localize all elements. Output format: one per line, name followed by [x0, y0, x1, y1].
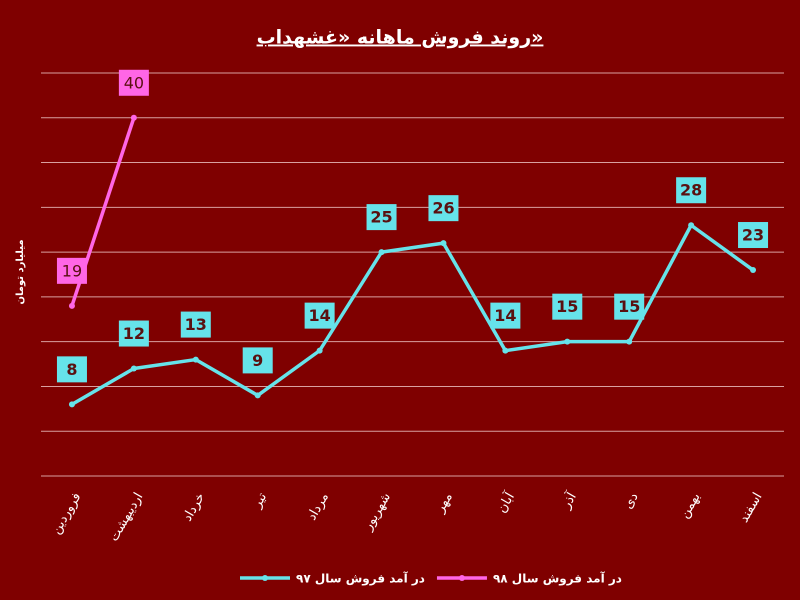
- data-label: 8: [56, 356, 87, 383]
- data-label: 26: [428, 195, 459, 222]
- data-label: 14: [490, 302, 521, 329]
- legend-marker: [262, 575, 268, 581]
- point: [192, 356, 199, 363]
- data-label-box: [428, 195, 459, 222]
- point: [750, 267, 757, 274]
- point: [564, 338, 571, 345]
- point: [688, 222, 695, 229]
- chart-title: روند فروش ماهانه «غشهداب»: [257, 27, 544, 49]
- legend-label: در آمد فروش سال ۹۸: [493, 571, 622, 587]
- data-label-box: [366, 204, 397, 231]
- data-label-box: [118, 320, 149, 347]
- point: [316, 347, 323, 354]
- data-label-text: 28: [680, 181, 702, 200]
- data-label-text: 13: [185, 315, 207, 334]
- legend-label: در آمد فروش سال ۹۷: [296, 571, 425, 587]
- series-line: [71, 223, 755, 406]
- data-label: 14: [304, 302, 335, 329]
- point: [130, 114, 137, 121]
- data-label-box: [614, 293, 645, 320]
- y-axis-label: میلیارد تومان: [15, 239, 26, 304]
- point: [626, 338, 633, 345]
- point: [378, 249, 385, 256]
- data-label-box: [304, 302, 335, 329]
- data-label-text: 40: [124, 73, 144, 92]
- x-tick-label: تیر: [249, 490, 270, 511]
- data-label-box: [56, 356, 87, 383]
- data-label-box: [552, 293, 583, 320]
- data-label-text: 23: [742, 226, 764, 245]
- point: [68, 302, 75, 309]
- data-label: 23: [738, 222, 769, 249]
- data-label-box: [56, 257, 87, 284]
- point: [130, 365, 137, 372]
- data-label: 40: [118, 69, 149, 96]
- data-label-text: 25: [370, 208, 392, 227]
- data-label: 9: [242, 347, 273, 374]
- data-label-text: 8: [66, 360, 77, 379]
- data-label: 13: [180, 311, 211, 338]
- data-label: 12: [118, 320, 149, 347]
- data-label-text: 15: [556, 297, 578, 316]
- x-tick-label: دی: [621, 490, 642, 512]
- legend-marker: [458, 575, 465, 581]
- data-label: 15: [614, 293, 645, 320]
- data-label-text: 26: [432, 199, 454, 218]
- data-label: 25: [366, 204, 397, 231]
- point: [254, 392, 261, 399]
- data-label-box: [180, 311, 211, 338]
- data-label-text: 19: [62, 261, 82, 280]
- point: [502, 347, 509, 354]
- data-label-box: [738, 222, 769, 249]
- data-label-text: 9: [252, 351, 263, 370]
- data-label: 15: [552, 293, 583, 320]
- data-label-text: 12: [123, 324, 145, 343]
- data-label-text: 14: [494, 306, 516, 325]
- point: [68, 401, 75, 408]
- data-label-box: [676, 177, 707, 204]
- data-label-box: [490, 302, 521, 329]
- data-label-text: 15: [618, 297, 640, 316]
- data-label: 28: [676, 177, 707, 204]
- data-label-box: [118, 69, 149, 96]
- point: [440, 240, 447, 247]
- data-label-text: 14: [308, 306, 330, 325]
- data-label: 19: [56, 257, 87, 284]
- data-label-box: [242, 347, 273, 374]
